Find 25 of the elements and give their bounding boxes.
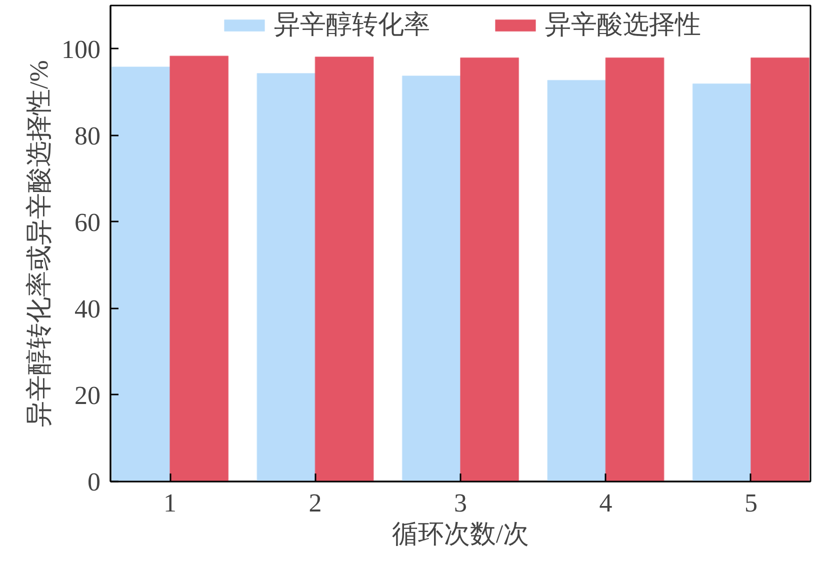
y-axis-title: 异辛醇转化率或异辛酸选择性/% (24, 60, 54, 427)
bar (402, 76, 461, 482)
bar (605, 57, 664, 482)
bar (547, 80, 606, 482)
bar (170, 56, 229, 482)
x-tick-label: 4 (599, 488, 612, 518)
legend-label: 异辛酸选择性 (545, 9, 701, 41)
y-tick-label: 0 (88, 468, 100, 496)
legend-label: 异辛醇转化率 (274, 9, 430, 41)
bar (314, 56, 374, 482)
y-tick-label: 20 (74, 380, 100, 410)
x-tick-label: 1 (164, 488, 177, 518)
y-tick-label: 100 (62, 34, 100, 64)
bar (111, 66, 171, 482)
x-tick-label: 2 (308, 488, 322, 518)
bar (256, 72, 316, 482)
bar (750, 57, 810, 482)
x-tick-label: 5 (744, 488, 758, 518)
bar (460, 57, 520, 482)
x-axis-title: 循环次数/次 (392, 520, 530, 548)
y-tick-label: 60 (74, 208, 100, 237)
y-tick-label: 40 (74, 294, 100, 324)
y-tick-label: 80 (74, 121, 100, 150)
bar (692, 83, 752, 482)
x-tick-label: 3 (454, 488, 467, 518)
